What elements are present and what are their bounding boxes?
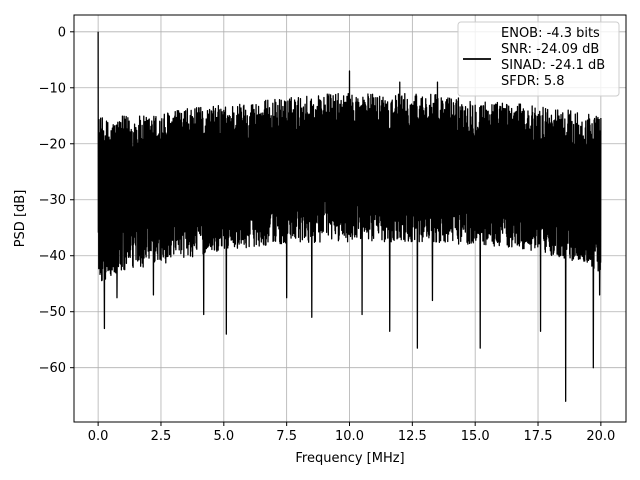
legend-box — [457, 21, 620, 97]
x-tick-label: 20.0 — [586, 429, 615, 444]
y-tick-label: −40 — [39, 249, 66, 264]
legend-entry-line: SINAD: -24.1 dB — [501, 58, 605, 73]
x-tick-label: 0.0 — [88, 429, 109, 444]
y-tick-label: −30 — [39, 193, 66, 208]
y-tick-label: −20 — [39, 137, 66, 152]
x-axis: 0.0 2.5 5.0 7.5 10.0 12.5 15.0 17.5 20.0 — [88, 422, 615, 444]
legend-entry-line: ENOB: -4.3 bits — [501, 26, 600, 41]
x-tick-label: 12.5 — [398, 429, 427, 444]
x-tick-label: 15.0 — [461, 429, 490, 444]
axes-frame — [73, 14, 627, 423]
y-tick-label: 0 — [58, 25, 66, 40]
x-axis-label: Frequency [MHz] — [295, 451, 404, 466]
x-tick-label: 5.0 — [213, 429, 234, 444]
y-tick-label: −60 — [39, 361, 66, 376]
y-axis-label: PSD [dB] — [13, 190, 28, 248]
legend-entry-line: SFDR: 5.8 — [501, 74, 565, 89]
x-tick-label: 7.5 — [276, 429, 297, 444]
x-tick-label: 17.5 — [524, 429, 553, 444]
plot-area — [97, 31, 602, 402]
y-axis: 0 −10 −20 −30 −40 −50 −60 — [39, 25, 74, 376]
x-tick-label: 2.5 — [151, 429, 172, 444]
psd-series-line — [97, 31, 602, 402]
x-tick-label: 10.0 — [335, 429, 364, 444]
legend-entry-line: SNR: -24.09 dB — [501, 42, 599, 57]
y-tick-label: −50 — [39, 305, 66, 320]
y-tick-label: −10 — [39, 81, 66, 96]
